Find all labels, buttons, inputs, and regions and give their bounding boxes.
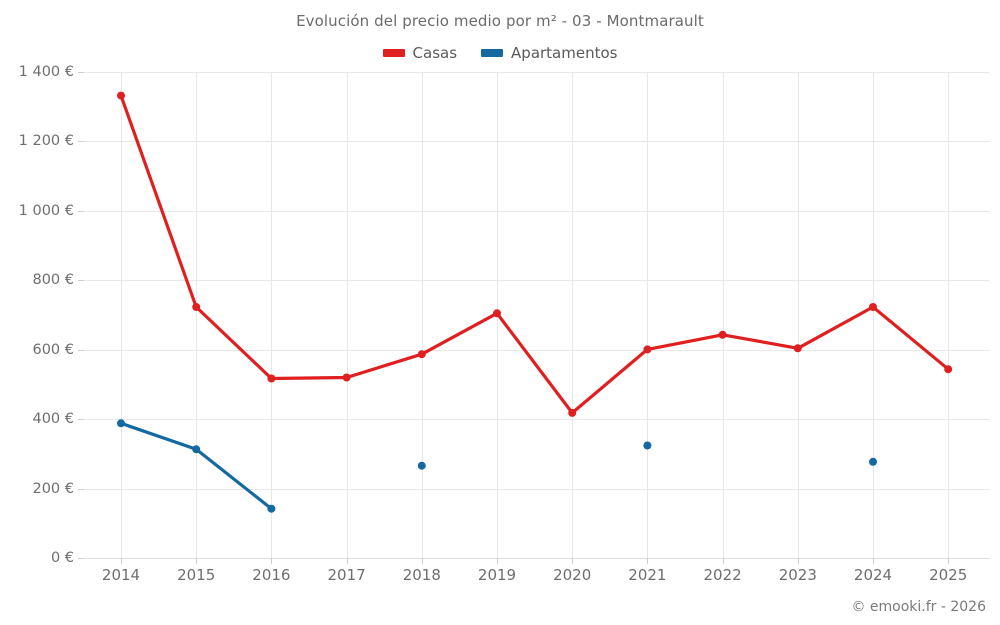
x-axis-tick-mark bbox=[346, 558, 348, 564]
x-axis-tick-mark bbox=[948, 558, 950, 564]
x-axis-tick-mark bbox=[572, 558, 574, 564]
x-axis-tick-mark bbox=[497, 558, 498, 564]
gridline-vertical bbox=[421, 72, 423, 558]
y-axis-tick-label: 800 € bbox=[32, 272, 74, 289]
x-axis-tick-mark bbox=[647, 558, 649, 564]
x-axis-tick-mark bbox=[271, 558, 273, 564]
x-axis-tick-label: 2016 bbox=[252, 566, 291, 584]
legend-swatch-casas bbox=[382, 49, 405, 57]
y-axis-tick-label: 600 € bbox=[32, 341, 74, 358]
gridline-vertical bbox=[797, 72, 799, 558]
gridline-vertical bbox=[722, 72, 724, 558]
x-axis-tick-mark bbox=[421, 558, 423, 564]
legend-swatch-apartamentos bbox=[481, 49, 504, 57]
chart-legend: Casas Apartamentos bbox=[0, 44, 1000, 62]
legend-item-casas[interactable]: Casas bbox=[382, 44, 458, 62]
x-axis-tick-mark bbox=[196, 558, 198, 564]
y-axis-tick-label: 1 000 € bbox=[18, 202, 74, 219]
y-axis-tick-label: 1 400 € bbox=[18, 64, 74, 80]
gridline-horizontal bbox=[84, 72, 990, 73]
x-axis-tick-label: 2021 bbox=[628, 566, 667, 584]
gridline-vertical bbox=[873, 72, 874, 558]
x-axis-tick-mark bbox=[797, 558, 799, 564]
y-axis-tick-mark bbox=[78, 210, 84, 212]
gridline-vertical bbox=[647, 72, 649, 558]
x-axis-tick-label: 2024 bbox=[853, 566, 893, 584]
y-axis-tick-label: 200 € bbox=[32, 480, 74, 497]
x-axis-tick-label: 2018 bbox=[402, 566, 441, 584]
y-axis-tick-mark bbox=[78, 419, 84, 421]
y-axis-tick-mark bbox=[78, 558, 84, 559]
y-axis-tick-mark bbox=[78, 280, 84, 282]
plot-area bbox=[84, 72, 990, 559]
x-axis-tick-label: 2023 bbox=[778, 566, 817, 584]
y-axis-tick-label: 1 200 € bbox=[18, 133, 74, 150]
y-axis-tick-mark bbox=[78, 141, 84, 143]
legend-item-apartamentos[interactable]: Apartamentos bbox=[481, 44, 617, 62]
y-axis-tick-mark bbox=[78, 488, 84, 490]
x-axis-line bbox=[84, 558, 990, 559]
gridline-horizontal bbox=[84, 349, 990, 351]
x-axis-tick-label: 2020 bbox=[553, 566, 592, 584]
y-axis-tick-mark bbox=[78, 72, 84, 73]
legend-label-apartamentos: Apartamentos bbox=[511, 44, 618, 62]
gridline-vertical bbox=[196, 72, 198, 558]
legend-label-casas: Casas bbox=[412, 44, 458, 62]
credit-text: © emooki.fr - 2026 bbox=[851, 599, 986, 615]
gridline-vertical bbox=[271, 72, 273, 558]
x-axis-tick-label: 2014 bbox=[101, 566, 141, 584]
x-axis-tick-label: 2019 bbox=[477, 566, 517, 584]
gridline-horizontal bbox=[84, 280, 990, 282]
x-axis-tick-mark bbox=[722, 558, 724, 564]
y-axis-tick-mark bbox=[78, 349, 84, 351]
y-axis-tick-label: 400 € bbox=[32, 411, 74, 428]
y-axis-tick-label: 0 € bbox=[50, 550, 74, 566]
gridline-horizontal bbox=[84, 419, 990, 421]
x-axis-tick-label: 2015 bbox=[177, 566, 216, 584]
x-axis-tick-mark bbox=[873, 558, 874, 564]
gridline-horizontal bbox=[84, 141, 990, 143]
gridline-horizontal bbox=[84, 488, 990, 490]
gridline-vertical bbox=[346, 72, 348, 558]
gridline-vertical bbox=[497, 72, 498, 558]
gridline-vertical bbox=[121, 72, 122, 558]
x-axis-tick-mark bbox=[121, 558, 122, 564]
gridline-horizontal bbox=[84, 210, 990, 212]
x-axis-tick-label: 2025 bbox=[929, 566, 968, 584]
x-axis-tick-label: 2017 bbox=[327, 566, 366, 584]
x-axis-tick-label: 2022 bbox=[703, 566, 742, 584]
gridline-vertical bbox=[572, 72, 574, 558]
page-title: Evolución del precio medio por m² - 03 -… bbox=[296, 12, 704, 30]
gridline-vertical bbox=[948, 72, 950, 558]
